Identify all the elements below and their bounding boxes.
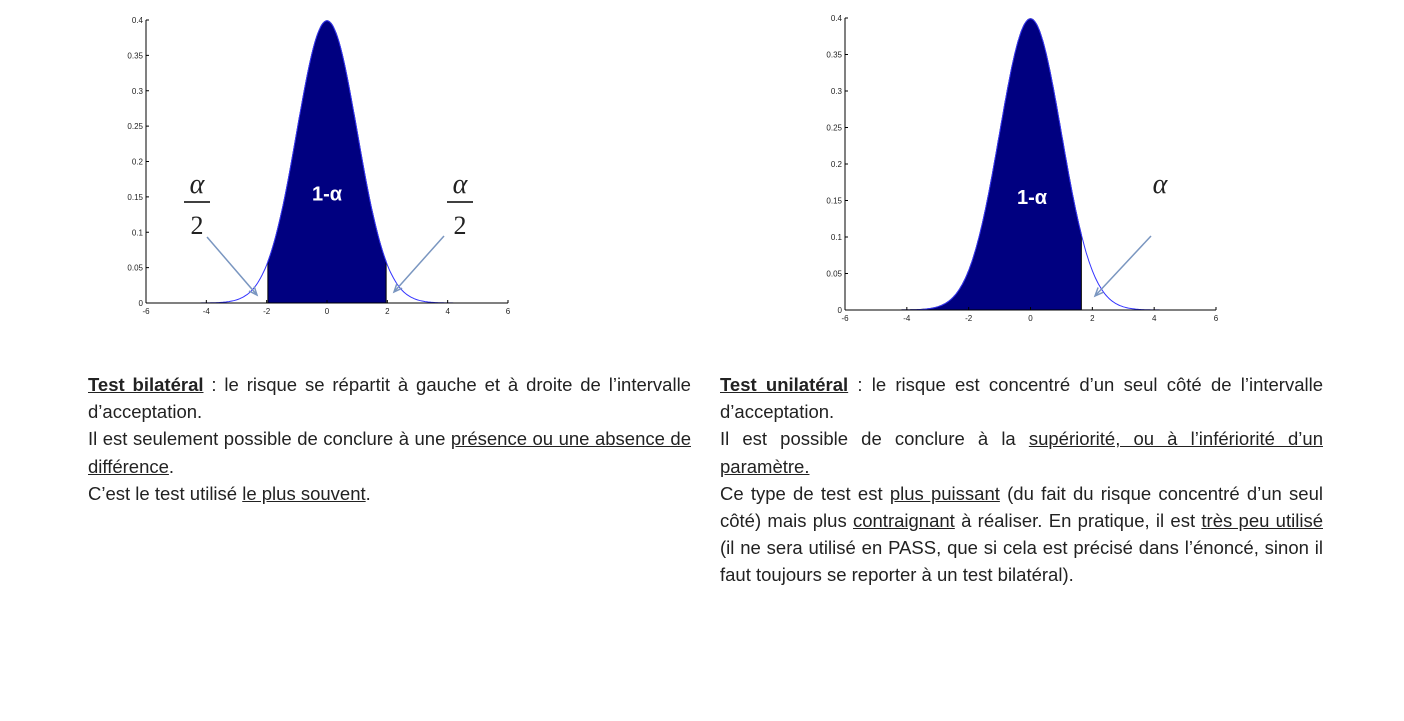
arrow (1094, 235, 1152, 297)
x-tick-label: -4 (903, 314, 911, 323)
unilateral-test-chart: -6 -4 -2 0 2 4 6 0 0.05 0.1 0.15 0.2 0.25 0.3 0.35 0.4 1… (826, 14, 1219, 323)
y-tick-label: 0.3 (831, 87, 843, 96)
x-tick-label: 6 (506, 307, 511, 316)
x-tick-label: -4 (203, 307, 211, 316)
bilateral-test-chart: -6 -4 -2 0 2 4 6 0 0.05 0.1 0.15 0.2 0.25 0.3 0.35 0.4 1… (127, 16, 511, 316)
unilateral-description: Test unilatéral : le risque est concentr… (720, 371, 1323, 589)
y-tick-label: 0.15 (127, 193, 143, 202)
x-tick-label: -2 (263, 307, 271, 316)
denominator: 2 (454, 211, 467, 240)
x-tick-label: 4 (445, 307, 450, 316)
y-tick-label: 0 (838, 306, 843, 315)
arrow (206, 236, 258, 296)
arrow-head (248, 286, 259, 297)
text: . (168, 455, 175, 477)
text: supériorité, ou à l’infériorité d’un par… (720, 428, 1323, 477)
arrow (393, 235, 445, 293)
text: présence ou une absence de différence (88, 428, 691, 477)
y-tick-label: 0 (139, 299, 144, 308)
alpha-label: α (1153, 169, 1169, 200)
text: . (365, 482, 371, 504)
center-label: 1-α (312, 183, 343, 205)
text: le plus souvent (242, 482, 366, 504)
text: très peu utilisé (1201, 510, 1323, 532)
bilateral-description: Test bilatéral : le risque se répartit à… (88, 371, 691, 507)
y-tick-label: 0.25 (826, 124, 842, 133)
text: Ce type de test est (720, 482, 890, 504)
y-tick-label: 0.4 (831, 14, 843, 23)
text: Il est seulement possible de conclure à … (88, 428, 451, 450)
y-tick-label: 0.05 (127, 264, 143, 273)
y-tick-label: 0.2 (132, 158, 144, 167)
y-tick-label: 0.15 (826, 197, 842, 206)
unilateral-title: Test unilatéral (720, 374, 849, 395)
y-tick-label: 0.05 (826, 270, 842, 279)
y-tick-label: 0.1 (831, 233, 843, 242)
text: contraignant (852, 510, 955, 532)
text: à réaliser. En pratique, il est (954, 510, 1202, 532)
text: plus puissant (889, 482, 1000, 504)
center-label: 1-α (1017, 187, 1048, 209)
x-tick-label: -6 (841, 314, 849, 323)
bilateral-title: Test bilatéral (88, 374, 204, 395)
x-tick-label: 4 (1152, 314, 1157, 323)
x-tick-label: 2 (385, 307, 390, 316)
text: (du fait du risque concentré d’un seul c… (720, 482, 1323, 532)
x-tick-label: 0 (1028, 314, 1033, 323)
y-tick-label: 0.2 (831, 160, 843, 169)
x-tick-label: 0 (325, 307, 330, 316)
acceptance-region (267, 20, 387, 304)
y-tick-label: 0.1 (132, 228, 144, 237)
arrow-head (1093, 287, 1104, 298)
y-tick-label: 0.35 (127, 51, 143, 60)
arrow-head (392, 283, 403, 294)
text: C’est le test utilisé (88, 482, 243, 504)
y-tick-label: 0.3 (132, 87, 144, 96)
text: : le risque est concentré d’un seul côté… (720, 374, 1324, 423)
x-tick-label: 2 (1090, 314, 1095, 323)
text: Il est possible de conclure à la (720, 428, 1029, 450)
x-tick-label: 6 (1214, 314, 1219, 323)
y-tick-label: 0.4 (132, 16, 144, 25)
x-tick-label: -6 (142, 307, 150, 316)
denominator: 2 (191, 211, 204, 240)
y-tick-label: 0.35 (826, 51, 842, 60)
text: (il ne sera utilisé en PASS, que si cela… (720, 537, 1323, 586)
y-tick-label: 0.25 (127, 122, 143, 131)
acceptance-region (845, 18, 1082, 311)
alpha-label: α (453, 169, 469, 200)
alpha-label: α (190, 169, 206, 200)
x-tick-label: -2 (965, 314, 973, 323)
text: : le risque se répartit à gauche et à dr… (88, 374, 691, 423)
